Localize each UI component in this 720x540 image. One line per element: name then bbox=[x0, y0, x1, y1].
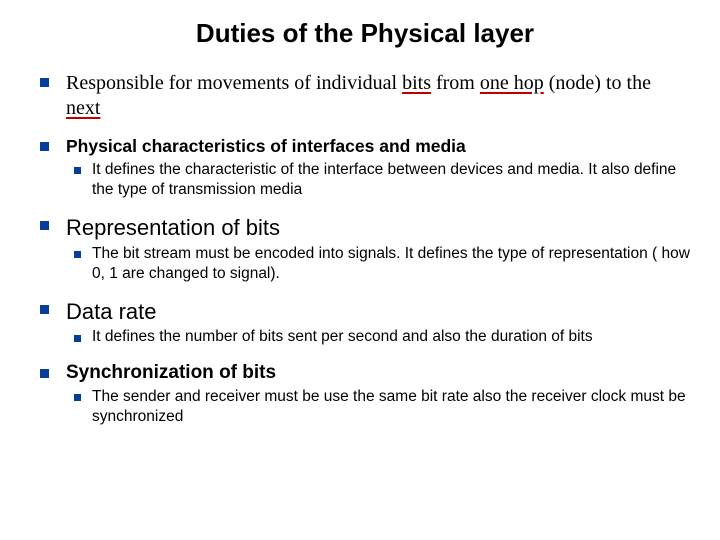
sub-text: It defines the characteristic of the int… bbox=[92, 161, 676, 198]
bullet-2-text: Physical characteristics of interfaces a… bbox=[66, 136, 466, 156]
bullet-4-text: Data rate bbox=[66, 299, 157, 324]
sub-list: It defines the characteristic of the int… bbox=[66, 160, 690, 200]
slide: Duties of the Physical layer Responsible… bbox=[0, 0, 720, 540]
bullet-3: Representation of bits The bit stream mu… bbox=[40, 214, 690, 284]
sub-bullet: The bit stream must be encoded into sign… bbox=[66, 244, 690, 284]
sub-list: It defines the number of bits sent per s… bbox=[66, 327, 690, 347]
text-frag: from bbox=[431, 72, 480, 94]
sub-text: The bit stream must be encoded into sign… bbox=[92, 245, 690, 282]
bullet-1: Responsible for movements of individual … bbox=[40, 71, 690, 121]
sub-text: The sender and receiver must be use the … bbox=[92, 388, 686, 425]
text-underlined: next bbox=[66, 97, 100, 119]
text-frag: Responsible for movements of individual bbox=[66, 72, 402, 94]
bullet-2: Physical characteristics of interfaces a… bbox=[40, 135, 690, 200]
sub-bullet: The sender and receiver must be use the … bbox=[66, 387, 690, 427]
bullet-5: Synchronization of bits The sender and r… bbox=[40, 361, 690, 427]
bullet-4: Data rate It defines the number of bits … bbox=[40, 298, 690, 348]
bullet-3-text: Representation of bits bbox=[66, 215, 280, 240]
sub-list: The bit stream must be encoded into sign… bbox=[66, 244, 690, 284]
text-underlined: bits bbox=[402, 72, 431, 94]
bullet-5-text: Synchronization of bits bbox=[66, 362, 276, 383]
sub-text: It defines the number of bits sent per s… bbox=[92, 328, 593, 345]
bullet-list: Responsible for movements of individual … bbox=[40, 71, 690, 427]
text-underlined: one hop bbox=[480, 72, 544, 94]
slide-title: Duties of the Physical layer bbox=[40, 18, 690, 49]
bullet-1-text: Responsible for movements of individual … bbox=[66, 72, 651, 119]
sub-bullet: It defines the number of bits sent per s… bbox=[66, 327, 690, 347]
sub-bullet: It defines the characteristic of the int… bbox=[66, 160, 690, 200]
text-frag: (node) to the bbox=[544, 72, 651, 94]
sub-list: The sender and receiver must be use the … bbox=[66, 387, 690, 427]
